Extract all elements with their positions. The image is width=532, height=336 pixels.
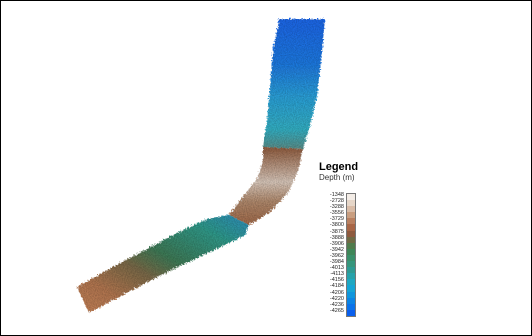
legend-label: -4184 <box>329 283 344 290</box>
legend-label: -3875 <box>329 228 344 235</box>
legend-label: -3729 <box>329 216 344 223</box>
legend-swatch <box>347 224 355 231</box>
legend-label: -3556 <box>329 210 344 217</box>
legend-label: -2728 <box>329 198 344 205</box>
legend-title: Legend <box>319 161 359 173</box>
legend-label: -4156 <box>329 277 344 284</box>
legend-label: -4265 <box>329 307 344 314</box>
legend-label: -3888 <box>329 234 344 241</box>
legend-swatch <box>347 285 355 292</box>
legend-label: -4206 <box>329 289 344 296</box>
legend-label: -1348 <box>329 192 344 198</box>
legend-swatch <box>347 242 355 249</box>
legend: Legend Depth (m) -1348 -2728 -3288 -3556 -37… <box>319 161 379 317</box>
legend-subtitle: Depth (m) <box>319 173 355 182</box>
legend-swatch <box>347 200 355 207</box>
legend-label: -4113 <box>330 271 344 278</box>
legend-swatch <box>347 254 355 262</box>
legend-swatch <box>347 230 355 237</box>
legend-swatch <box>347 297 355 304</box>
legend-swatch <box>347 206 355 213</box>
legend-swatch <box>347 248 355 255</box>
legend-swatch <box>347 261 355 268</box>
legend-swatch <box>347 279 355 286</box>
legend-swatch <box>347 194 355 201</box>
legend-color-ramp <box>346 193 356 317</box>
legend-label: -3906 <box>329 240 344 247</box>
legend-label: -3942 <box>329 246 344 253</box>
legend-label: -4013 <box>329 265 344 272</box>
legend-labels: -1348 -2728 -3288 -3556 -3729 -3800 -3875 -3888… <box>319 192 344 314</box>
legend-body: -1348 -2728 -3288 -3556 -3729 -3800 -3875 -3888… <box>319 192 359 317</box>
legend-swatch <box>347 267 355 274</box>
legend-label: -3288 <box>329 204 344 211</box>
legend-swatch <box>347 309 355 316</box>
legend-label: -4220 <box>329 295 344 302</box>
legend-label: -3962 <box>329 252 344 259</box>
legend-swatch <box>347 273 355 280</box>
legend-label: -3800 <box>329 222 344 229</box>
legend-swatch <box>347 218 355 225</box>
legend-swatch <box>347 291 355 298</box>
legend-swatch <box>347 212 355 219</box>
legend-swatch <box>347 303 355 310</box>
legend-label: -4236 <box>329 301 344 308</box>
legend-swatch <box>347 236 355 243</box>
legend-label: -3984 <box>329 259 344 266</box>
